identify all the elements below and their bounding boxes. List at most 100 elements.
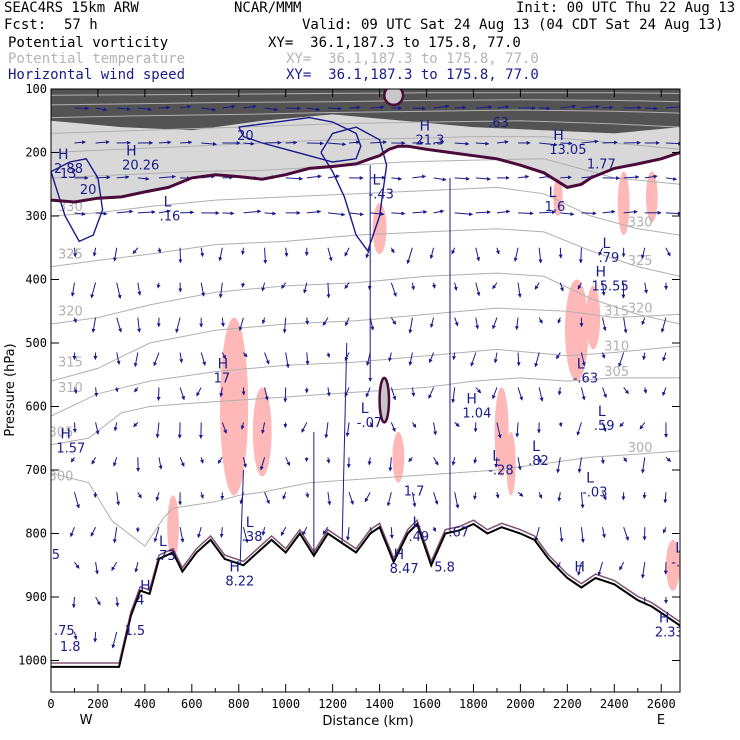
wind-vector xyxy=(134,561,139,573)
wind-vector xyxy=(408,456,413,462)
wind-vector xyxy=(433,177,447,182)
wind-vector xyxy=(179,527,185,543)
positive-pv-patch xyxy=(586,285,601,350)
wind-vector xyxy=(158,140,172,145)
wind-vector xyxy=(433,457,439,466)
field-name-wind: Horizontal wind speed xyxy=(8,67,186,83)
wind-vector xyxy=(115,596,120,607)
wind-vector xyxy=(412,210,428,215)
wind-vector xyxy=(284,247,289,258)
extremum-value-label: .75 xyxy=(54,624,75,639)
wind-speed-contour xyxy=(51,158,104,243)
positive-pv-patch xyxy=(219,317,249,496)
wind-vector xyxy=(618,352,625,368)
x-tick-label: 2000 xyxy=(506,697,535,711)
field-xy-theta: XY= 36.1,187.3 to 175.8, 77.0 xyxy=(286,51,539,67)
wind-vector xyxy=(365,387,371,398)
wind-vector xyxy=(364,491,371,503)
wind-vector xyxy=(518,211,534,216)
wind-vector xyxy=(327,247,333,262)
wind-vector xyxy=(473,457,478,464)
wind-vector xyxy=(454,176,471,181)
wind-vector xyxy=(492,282,498,290)
wind-vector xyxy=(665,176,678,181)
wind-vector xyxy=(406,247,413,265)
plot-frame xyxy=(50,88,681,693)
wind-vector xyxy=(264,492,270,505)
extremum-marker: H xyxy=(60,426,71,442)
extremum-value-label: 1.7 xyxy=(404,484,425,499)
wind-vector xyxy=(390,317,397,325)
extremum-marker: L xyxy=(246,515,254,531)
wind-vector xyxy=(644,174,658,179)
wind-vector xyxy=(114,387,119,393)
wind-vector xyxy=(515,317,519,331)
extremum-marker: L xyxy=(598,404,606,420)
wind-vector xyxy=(74,140,87,145)
wind-vector xyxy=(74,211,86,216)
wind-vector xyxy=(580,387,586,401)
wind-vector xyxy=(580,352,586,367)
theta-contour-label: 310 xyxy=(58,381,83,396)
wind-vector xyxy=(158,457,163,470)
wind-vector xyxy=(326,387,331,397)
wind-vector xyxy=(345,317,350,327)
wind-vector xyxy=(370,140,388,145)
wind-vector xyxy=(390,247,395,254)
positive-pv-patch xyxy=(494,387,509,477)
wind-vector xyxy=(600,457,605,465)
wind-vector xyxy=(344,352,350,362)
x-tick-label: 1800 xyxy=(459,697,488,711)
wind-vector xyxy=(429,247,435,260)
wind-vector xyxy=(428,387,435,399)
model-title: SEAC4RS 15km ARW xyxy=(4,0,139,16)
wind-vector xyxy=(116,317,122,333)
extremum-marker: H xyxy=(596,264,607,280)
extremum-value-label: 15.55 xyxy=(592,279,629,294)
wind-vector xyxy=(222,211,235,216)
wind-vector xyxy=(222,104,236,109)
wind-vector xyxy=(303,282,308,294)
x-axis-end-right: E xyxy=(657,713,665,728)
wind-vector xyxy=(473,492,478,500)
wind-vector xyxy=(433,209,445,214)
wind-vector xyxy=(218,282,223,299)
wind-vector xyxy=(305,317,310,325)
wind-vector xyxy=(282,492,287,500)
wind-vector xyxy=(538,247,543,264)
wind-vector xyxy=(539,106,551,111)
wind-vector xyxy=(70,457,75,463)
wind-vector xyxy=(91,317,97,333)
wind-vector xyxy=(642,492,647,500)
extremum-marker: H xyxy=(218,356,229,372)
wind-vector xyxy=(241,282,246,288)
extremum-value-label: 20.26 xyxy=(122,159,159,174)
wind-vector xyxy=(180,104,192,109)
wind-vector xyxy=(559,282,564,292)
theta-contour-label: 320 xyxy=(58,305,83,320)
wind-vector xyxy=(240,422,245,430)
wind-vector xyxy=(302,526,308,536)
wind-vector xyxy=(324,422,329,439)
extremum-marker: L xyxy=(603,236,611,252)
wind-vector xyxy=(133,352,139,368)
wind-vector xyxy=(639,422,646,430)
wind-vector xyxy=(560,212,575,217)
wind-vector xyxy=(370,211,385,216)
wind-vector xyxy=(494,457,499,468)
axes-layer: 0 200 400 600 800 1000 1200 1400 1600 1800 2000 220… xyxy=(18,82,680,711)
tropopause-2pvu-contour xyxy=(51,144,680,204)
theta-contour-label: 300 xyxy=(628,441,653,456)
wind-vector xyxy=(133,422,139,428)
wind-vector xyxy=(95,140,110,145)
wind-vector xyxy=(367,457,372,466)
wind-vector xyxy=(386,492,392,507)
theta-contour-label: 330 xyxy=(628,216,653,231)
y-tick-label: 1000 xyxy=(18,654,47,668)
theta-contour xyxy=(51,99,680,106)
wind-vector xyxy=(158,209,171,214)
wind-vector xyxy=(556,352,561,360)
wind-vector xyxy=(581,104,600,109)
wind-vector xyxy=(264,211,277,216)
wind-vector xyxy=(90,526,97,537)
